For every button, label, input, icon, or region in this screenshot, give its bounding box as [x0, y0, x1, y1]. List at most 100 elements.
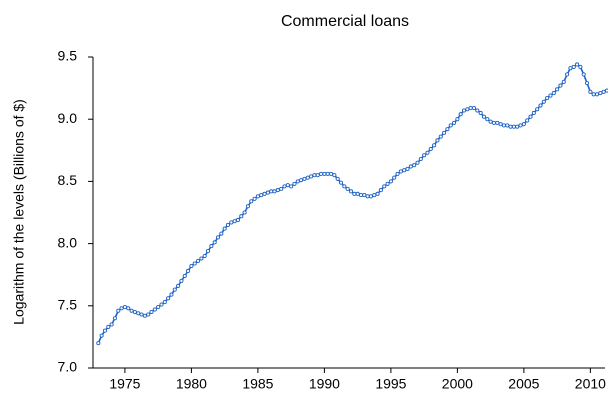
point [272, 189, 277, 194]
point [588, 89, 593, 94]
chart-title: Commercial loans [281, 13, 409, 30]
point [508, 124, 513, 129]
point [525, 118, 530, 123]
point [182, 273, 187, 278]
point [229, 220, 234, 225]
point [186, 268, 191, 274]
point [355, 191, 360, 196]
point [358, 193, 364, 198]
point [515, 124, 520, 129]
point [594, 92, 600, 97]
point [478, 110, 483, 116]
point [575, 62, 580, 67]
point [581, 72, 586, 77]
point [541, 99, 546, 104]
point [279, 186, 284, 191]
x-tick-label: 1985 [242, 376, 273, 392]
point [212, 240, 217, 245]
x-tick-label: 2000 [442, 376, 473, 392]
point [325, 171, 330, 176]
point [418, 156, 423, 162]
point [96, 341, 101, 346]
point [531, 110, 536, 116]
point [305, 175, 310, 180]
x-tick-label: 1980 [176, 376, 207, 392]
point [445, 127, 450, 132]
point [166, 296, 171, 301]
point [149, 309, 154, 315]
point [196, 258, 201, 264]
point [348, 189, 354, 194]
point [139, 312, 144, 317]
point [136, 311, 141, 316]
point [558, 83, 563, 88]
point [485, 117, 490, 122]
point [309, 174, 314, 179]
point [335, 176, 340, 181]
point [189, 263, 194, 269]
point [225, 222, 231, 227]
point [395, 171, 400, 176]
point [365, 194, 370, 199]
point [299, 178, 304, 183]
point [142, 313, 147, 318]
point [468, 105, 473, 111]
point [106, 324, 111, 329]
point [461, 108, 467, 113]
point [222, 226, 227, 231]
point [591, 92, 596, 97]
point [116, 308, 121, 313]
point [255, 194, 260, 199]
point [302, 176, 307, 181]
point [259, 193, 264, 198]
point [518, 123, 523, 128]
point [269, 189, 274, 194]
point [252, 196, 257, 201]
point [584, 81, 590, 86]
point [179, 278, 184, 283]
point [319, 171, 324, 176]
point [159, 302, 164, 307]
point [448, 123, 453, 128]
point [162, 300, 167, 305]
point [375, 191, 380, 196]
x-tick-label: 2010 [575, 376, 606, 392]
point [521, 122, 526, 127]
point [452, 120, 457, 125]
point [176, 283, 181, 288]
point [239, 214, 244, 219]
point [568, 66, 573, 71]
point [342, 184, 347, 189]
point [545, 96, 550, 101]
point [322, 171, 327, 176]
point [505, 123, 510, 128]
y-tick-label: 8.5 [58, 172, 78, 188]
point [438, 134, 443, 139]
point [528, 114, 533, 119]
point [555, 87, 560, 92]
point [405, 166, 410, 172]
point [428, 147, 433, 152]
point [199, 256, 204, 261]
point [435, 138, 440, 143]
point [501, 123, 506, 128]
point [402, 168, 407, 173]
point [332, 173, 337, 178]
point [425, 150, 430, 155]
point [295, 179, 300, 184]
point [289, 184, 294, 189]
point [551, 91, 556, 96]
point [432, 143, 437, 148]
point [598, 91, 603, 96]
point [378, 188, 383, 193]
point [275, 188, 280, 193]
point [312, 173, 317, 178]
point [565, 72, 570, 77]
point [455, 117, 460, 122]
line [97, 63, 608, 344]
point [475, 108, 480, 113]
point [385, 181, 390, 186]
point [491, 120, 497, 125]
point [362, 193, 367, 198]
